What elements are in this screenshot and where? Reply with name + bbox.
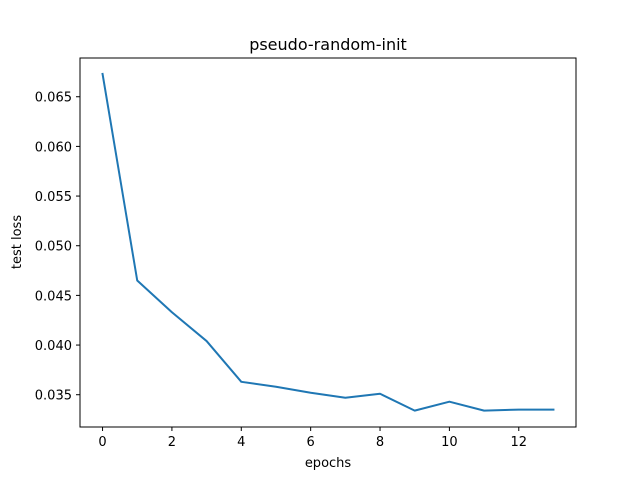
- y-tick-label: 0.055: [35, 190, 72, 205]
- y-tick-label: 0.050: [35, 240, 72, 255]
- plot-area-frame: [79, 57, 577, 428]
- y-axis-label: test loss: [10, 215, 25, 269]
- y-axis-ticks: 0.035 0.040 0.045 0.050 0.055 0.060 0.065: [35, 91, 80, 404]
- chart-title: pseudo-random-init: [249, 35, 407, 54]
- x-axis-ticks: 0 2 4 6 8 10 12: [98, 427, 527, 450]
- x-axis-label: epochs: [305, 456, 352, 471]
- plot-layer: [101, 72, 555, 412]
- y-tick-label: 0.065: [35, 91, 72, 106]
- x-tick-label: 0: [98, 435, 106, 450]
- x-tick-label: 6: [307, 435, 315, 450]
- x-tick-label: 4: [237, 435, 245, 450]
- x-tick-label: 2: [168, 435, 176, 450]
- x-tick-label: 12: [510, 435, 527, 450]
- x-tick-label: 10: [441, 435, 458, 450]
- x-tick-label: 8: [376, 435, 384, 450]
- y-tick-label: 0.060: [35, 140, 72, 155]
- y-tick-label: 0.040: [35, 339, 72, 354]
- series-line-0: [101, 72, 555, 412]
- y-tick-label: 0.035: [35, 389, 72, 404]
- y-tick-label: 0.045: [35, 289, 72, 304]
